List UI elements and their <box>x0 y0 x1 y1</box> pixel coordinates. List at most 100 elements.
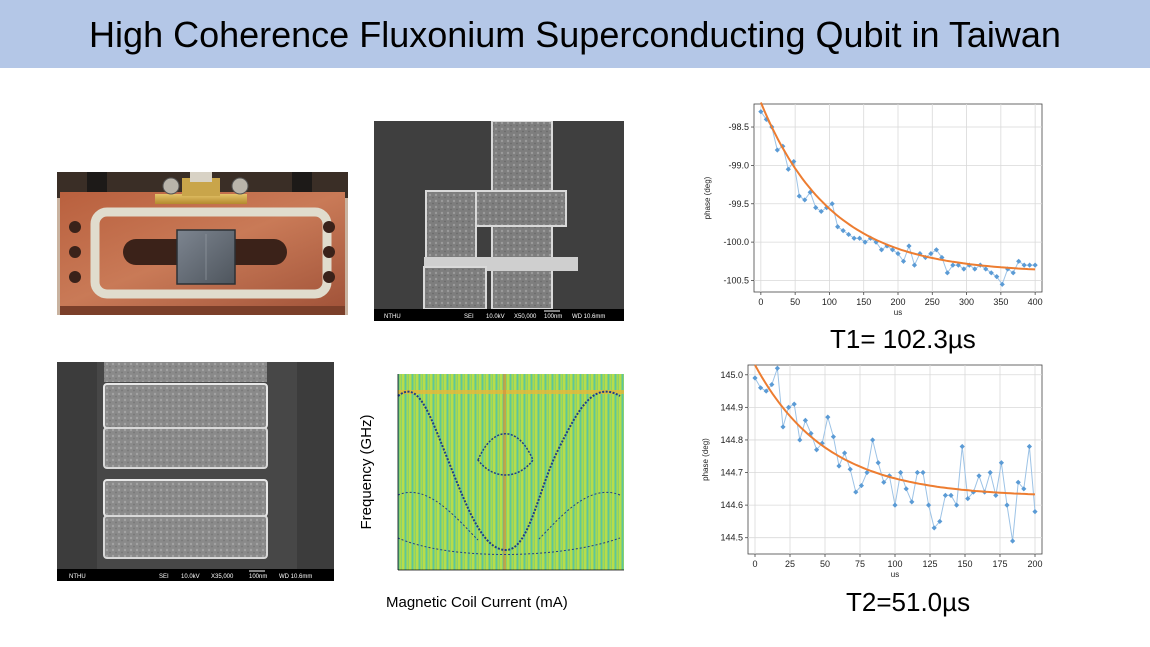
sem-footer-text: 100nm <box>544 314 562 320</box>
data-point <box>999 281 1005 287</box>
data-point <box>791 401 797 407</box>
t2-chart: 0 25 50 75 100 125 150 175 200 145.0 144.9 144.8 144… <box>701 364 1043 579</box>
y-axis-label: phase (deg) <box>703 176 712 219</box>
data-point <box>898 469 904 476</box>
data-point <box>796 193 802 199</box>
y-tick-label: -99.0 <box>728 160 749 170</box>
data-point <box>785 166 791 172</box>
x-tick-label: 125 <box>922 559 937 569</box>
y-tick-label: 144.8 <box>720 435 743 445</box>
data-point <box>813 204 819 211</box>
sem-footer-text: 10.0kV <box>181 574 200 580</box>
t1-caption: T1= 102.3µs <box>830 324 976 354</box>
y-tick-label: 145.0 <box>720 370 743 380</box>
y-tick-label: 144.5 <box>720 533 743 543</box>
spectroscopy-y-label: Frequency (GHz) <box>358 414 375 530</box>
data-point <box>864 469 870 476</box>
x-tick-label: 250 <box>925 297 940 307</box>
data-point <box>959 443 965 450</box>
data-point <box>1005 266 1011 272</box>
sem-footer-text: SEI <box>464 314 474 320</box>
sem-array-illustration: NTHU SEI 10.0kV X35,000 100nm WD 10.6mm <box>57 362 334 581</box>
x-tick-label: 200 <box>890 297 905 307</box>
data-point <box>763 388 769 394</box>
x-tick-label: 0 <box>758 297 763 307</box>
data-point <box>988 270 994 276</box>
fit-curve <box>754 364 1036 496</box>
y-tick-label: -98.5 <box>728 122 749 132</box>
data-point <box>954 502 960 508</box>
y-tick-label: -100.5 <box>723 275 749 285</box>
sem-footer-text: SEI <box>159 574 169 580</box>
fit-curve <box>759 102 1036 271</box>
t1-chart: 0 50 100 150 200 250 300 350 400 -98.5 -99.0 -99.5 -… <box>703 102 1043 317</box>
data-point <box>931 525 937 531</box>
data-point <box>955 262 961 268</box>
sem-footer-text: NTHU <box>384 314 401 320</box>
data-point <box>966 262 972 268</box>
t1-decay-plot: 0 50 100 150 200 250 300 350 400 -98.5 -99.0 -99.5 -… <box>698 96 1050 326</box>
x-tick-label: 200 <box>1027 559 1042 569</box>
x-axis-label: us <box>891 570 899 579</box>
t2-decay-plot: 0 25 50 75 100 125 150 175 200 145.0 144.9 144.8 144… <box>698 357 1050 589</box>
data-point <box>752 375 758 381</box>
data-point <box>965 496 971 502</box>
data-point <box>1021 262 1027 268</box>
slide-title: High Coherence Fluxonium Superconducting… <box>89 14 1061 55</box>
data-point <box>895 251 901 257</box>
x-tick-label: 0 <box>752 559 757 569</box>
y-tick-label: 144.6 <box>720 500 743 510</box>
data-point <box>1016 258 1022 264</box>
x-tick-label: 350 <box>993 297 1008 307</box>
y-tick-label: 144.9 <box>720 402 743 412</box>
data-point <box>970 489 976 495</box>
sem-footer-text: 10.0kV <box>486 314 505 320</box>
spectroscopy-x-label: Magnetic Coil Current (mA) <box>386 594 568 611</box>
data-point <box>1026 443 1032 450</box>
x-tick-label: 50 <box>820 559 830 569</box>
data-point <box>1032 262 1038 268</box>
data-point <box>802 417 808 423</box>
x-tick-label: 400 <box>1028 297 1043 307</box>
data-point <box>1021 486 1027 492</box>
data-point <box>994 274 1000 280</box>
data-point <box>914 469 920 476</box>
x-tick-label: 150 <box>957 559 972 569</box>
title-bar <box>0 0 1150 68</box>
x-tick-label: 150 <box>856 297 871 307</box>
data-point <box>998 460 1004 466</box>
x-tick-label: 175 <box>992 559 1007 569</box>
y-axis-label: phase (deg) <box>701 438 710 481</box>
x-tick-label: 100 <box>822 297 837 307</box>
sem-footer-text: X50,000 <box>514 314 537 320</box>
sem-image-junction: NTHU SEI 10.0kV X50,000 100nm WD 10.6mm <box>374 121 624 321</box>
y-tick-label: -100.0 <box>723 237 749 247</box>
sem-footer-text: 100nm <box>249 574 267 580</box>
sem-image-array: NTHU SEI 10.0kV X35,000 100nm WD 10.6mm <box>57 362 334 581</box>
data-point <box>961 266 967 272</box>
x-tick-label: 100 <box>887 559 902 569</box>
data-point <box>802 197 808 203</box>
x-tick-label: 25 <box>785 559 795 569</box>
data-point <box>889 247 896 253</box>
data-point <box>906 243 912 249</box>
sem-footer-text: X35,000 <box>211 574 234 580</box>
sem-footer-text: WD 10.6mm <box>572 314 605 320</box>
y-tick-label: -99.5 <box>728 199 749 209</box>
sem-footer-text: WD 10.6mm <box>279 574 312 580</box>
data-point <box>976 473 982 479</box>
qubit-package-photo <box>57 172 348 315</box>
x-tick-label: 50 <box>790 297 800 307</box>
data-point <box>983 266 989 272</box>
data-point <box>873 239 879 245</box>
spectroscopy-heatmap <box>388 370 626 578</box>
spectroscopy-illustration <box>388 370 626 578</box>
y-tick-label: 144.7 <box>720 468 743 478</box>
x-tick-label: 300 <box>959 297 974 307</box>
data-point <box>878 247 885 253</box>
data-point <box>920 469 926 476</box>
x-tick-label: 75 <box>855 559 865 569</box>
data-point <box>842 450 848 456</box>
sem-footer-text: NTHU <box>69 574 86 580</box>
t2-caption: T2=51.0µs <box>846 587 971 617</box>
